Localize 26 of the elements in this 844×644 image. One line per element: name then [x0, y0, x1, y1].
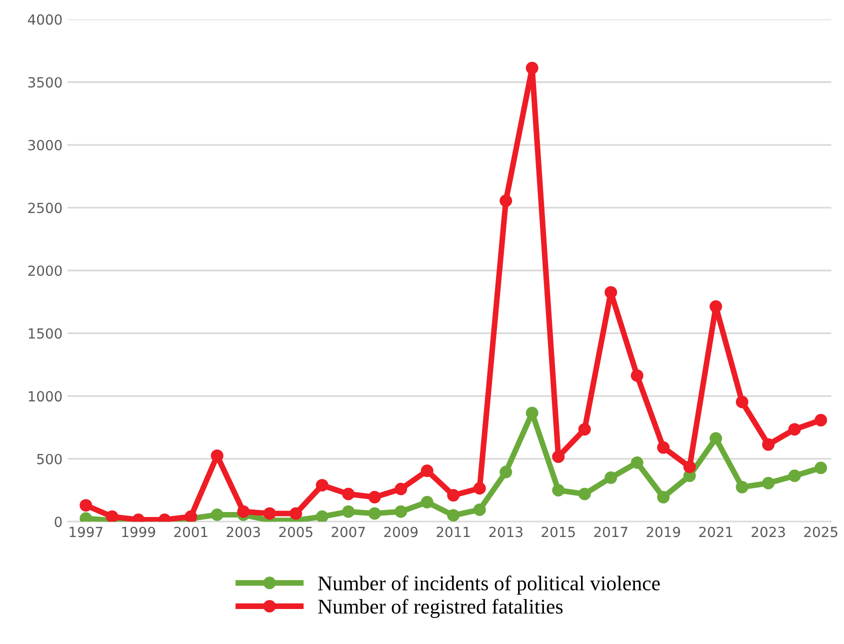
x-tick-label: 2025	[804, 526, 838, 538]
x-tick-label: 1997	[70, 526, 102, 538]
x-tick-label: 2007	[332, 526, 365, 538]
x-tick-label: 2019	[646, 526, 680, 538]
x-tick-label: 2005	[279, 526, 312, 538]
y-tick-label: 2500	[28, 202, 62, 214]
x-tick-label: 2021	[699, 526, 732, 538]
y-tick-label: 4000	[28, 14, 62, 25]
x-tick-label: 2013	[489, 526, 522, 538]
y-tick-label: 2000	[28, 265, 62, 276]
x-tick-label: 2011	[436, 526, 470, 538]
x-tick-label: 1999	[122, 526, 156, 538]
y-tick-label: 1000	[28, 391, 62, 402]
legend-label: Number of registred fatalities	[318, 598, 563, 618]
y-tick-label: 500	[37, 454, 62, 464]
x-tick-label: 2017	[594, 526, 628, 538]
legend-label: Number of incidents of political violence	[318, 576, 660, 595]
x-tick-label: 2003	[226, 526, 260, 538]
x-tick-label: 2015	[542, 526, 575, 538]
y-tick-label: 3500	[28, 77, 62, 88]
x-tick-label: 2023	[752, 526, 785, 538]
x-tick-label: 2001	[174, 526, 208, 538]
y-tick-label: 3000	[28, 140, 62, 150]
y-tick-label: 0	[54, 516, 62, 528]
x-tick-label: 2009	[384, 526, 418, 538]
y-tick-label: 1500	[28, 328, 62, 339]
